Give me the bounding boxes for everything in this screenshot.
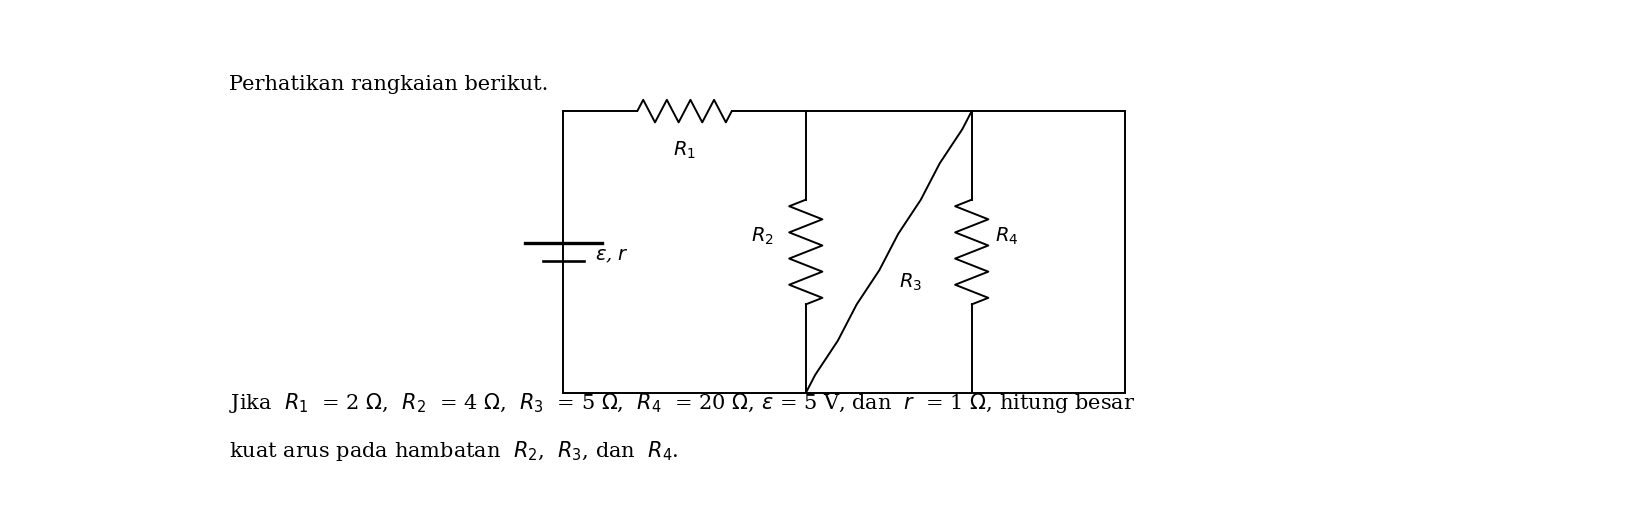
Text: $R_4$: $R_4$ bbox=[995, 225, 1018, 246]
Text: $R_3$: $R_3$ bbox=[899, 272, 922, 293]
Text: $\varepsilon$, $r$: $\varepsilon$, $r$ bbox=[595, 247, 629, 265]
Text: $R_2$: $R_2$ bbox=[751, 225, 774, 246]
Text: kuat arus pada hambatan  $R_2$,  $R_3$, dan  $R_4$.: kuat arus pada hambatan $R_2$, $R_3$, da… bbox=[229, 439, 679, 463]
Text: $R_1$: $R_1$ bbox=[674, 139, 697, 161]
Text: Jika  $R_1$  = 2 $\Omega$,  $R_2$  = 4 $\Omega$,  $R_3$  = 5 $\Omega$,  $R_4$  =: Jika $R_1$ = 2 $\Omega$, $R_2$ = 4 $\Ome… bbox=[229, 391, 1135, 415]
Text: Perhatikan rangkaian berikut.: Perhatikan rangkaian berikut. bbox=[229, 75, 548, 94]
